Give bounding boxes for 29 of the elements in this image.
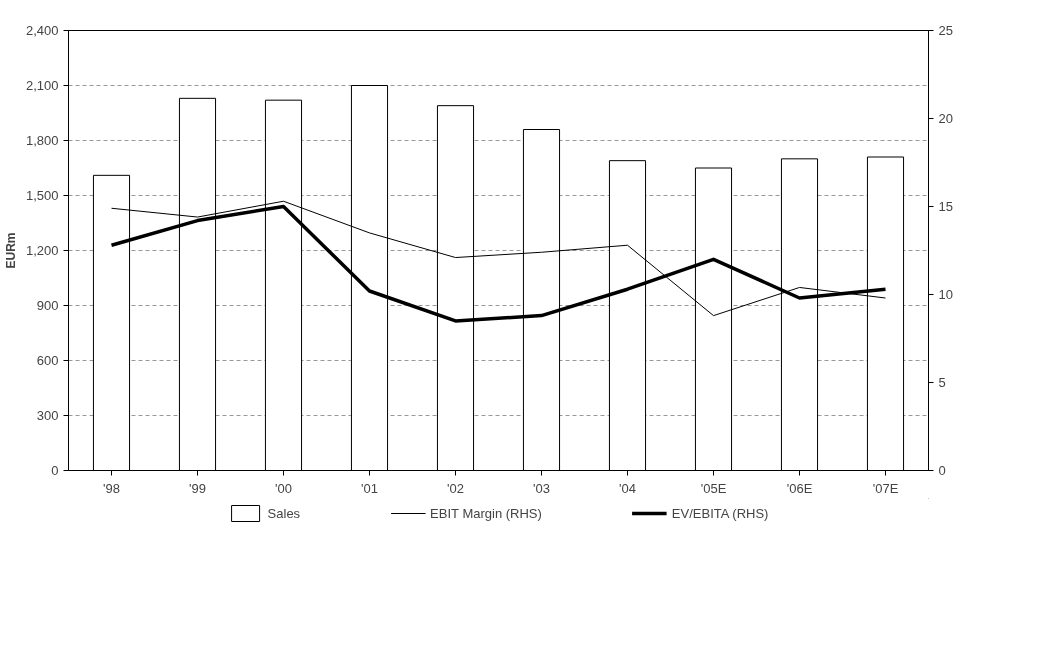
x-tick-label: '98	[103, 480, 120, 496]
y-tick-label: 2,400	[25, 23, 59, 38]
y-tick-label: 600	[36, 353, 59, 368]
y-tick-label: 1,200	[25, 243, 59, 258]
y2-tick-label: 20	[938, 111, 953, 126]
x-tick-label: '03	[533, 480, 550, 496]
y-tick-label: 2,100	[25, 78, 59, 93]
x-tick-label: '99	[189, 480, 206, 496]
y-axis-title: EURm	[3, 232, 18, 269]
y2-tick-label: 10	[938, 287, 953, 302]
y2-tick-label: 0	[938, 463, 946, 478]
y2-tick-label: 25	[938, 23, 953, 38]
x-tick-label: '00	[275, 480, 292, 496]
x-tick-label: '06E	[786, 480, 813, 496]
legend-label: EV/EBITA (RHS)	[671, 505, 769, 521]
x-tick-label: '07E	[872, 480, 899, 496]
y-tick-label: 900	[36, 298, 59, 313]
y2-tick-label: 5	[938, 375, 946, 390]
y-tick-label: 1,800	[25, 133, 59, 148]
y2-tick-label: 15	[938, 199, 953, 214]
x-tick-label: '04	[619, 480, 636, 496]
y-tick-label: 0	[51, 463, 59, 478]
x-tick-label: '01	[361, 480, 378, 496]
legend-label: Sales	[267, 505, 301, 521]
legend-label: EBIT Margin (RHS)	[430, 505, 542, 521]
x-tick-label: '05E	[700, 480, 727, 496]
x-tick-label: '02	[447, 480, 464, 496]
y-tick-label: 300	[36, 408, 59, 423]
y-tick-label: 1,500	[25, 188, 59, 203]
